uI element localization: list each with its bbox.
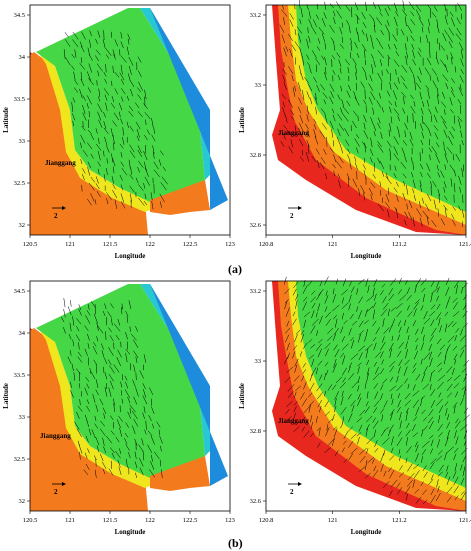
panel-b-left: Jianggang 2 120.5 121 121.5 122 122.5 123 34.… xyxy=(0,276,235,546)
x-tick-label: 121 xyxy=(328,241,338,248)
y-axis-label: Latitude xyxy=(238,383,246,409)
x-tick-labels: 120.8 121 121.2 121.4 xyxy=(259,511,471,524)
panel-b-right: Jianggang 2 120.8 121 121.2 121.4 33.2 33 32.… xyxy=(236,276,471,546)
x-tick-label: 121 xyxy=(65,517,75,524)
y-axis-label: Latitude xyxy=(238,107,246,133)
y-tick-label: 33.5 xyxy=(14,372,25,379)
x-tick-label: 121 xyxy=(65,241,75,248)
y-tick-label: 33.5 xyxy=(14,96,25,103)
x-tick-label: 121.2 xyxy=(392,517,407,524)
panel-a-left: Jianggang 2 120.5 121 121.5 122 122.5 123 34.… xyxy=(0,0,235,270)
y-tick-label: 33 xyxy=(255,82,262,89)
place-label-jianggang: Jianggang xyxy=(45,159,76,167)
x-tick-label: 123 xyxy=(225,517,235,524)
x-tick-label: 121.4 xyxy=(459,241,471,248)
x-tick-label: 121.2 xyxy=(392,241,407,248)
place-label-jianggang: Jianggang xyxy=(40,432,71,440)
y-tick-label: 32.6 xyxy=(250,222,262,229)
y-tick-label: 32.8 xyxy=(250,152,261,159)
x-tick-label: 122.5 xyxy=(183,241,198,248)
place-label-jianggang: Jianggang xyxy=(278,129,309,137)
caption-a: (a) xyxy=(228,262,242,277)
caption-b: (b) xyxy=(228,536,243,551)
y-tick-labels: 34.5 34 33.5 33 32.5 32 xyxy=(14,12,30,229)
x-tick-label: 121.4 xyxy=(459,517,471,524)
y-tick-label: 33.2 xyxy=(250,12,261,19)
x-tick-label: 120.8 xyxy=(259,517,274,524)
x-tick-label: 121.5 xyxy=(103,517,118,524)
y-axis-label: Latitude xyxy=(2,107,10,133)
x-tick-label: 120.5 xyxy=(23,241,38,248)
y-tick-label: 32.8 xyxy=(250,428,261,435)
y-tick-label: 34 xyxy=(19,54,26,61)
y-axis-label: Latitude xyxy=(2,383,10,409)
y-tick-label: 33 xyxy=(19,138,26,145)
y-tick-label: 33.2 xyxy=(250,288,261,295)
x-axis-label: Longitude xyxy=(115,528,146,536)
scale-label: 2 xyxy=(54,488,58,496)
y-tick-labels: 34.5 34 33.5 33 32.5 32 xyxy=(14,288,30,505)
x-tick-labels: 120.5 121 121.5 122 122.5 123 xyxy=(23,235,235,248)
scale-label: 2 xyxy=(54,212,58,220)
x-tick-labels: 120.8 121 121.2 121.4 xyxy=(259,235,471,248)
panel-a-right-svg: Jianggang 2 120.8 121 121.2 121.4 33.2 33 32.… xyxy=(236,0,471,270)
y-tick-label: 33 xyxy=(19,414,26,421)
x-tick-label: 122.5 xyxy=(183,517,198,524)
x-axis-label: Longitude xyxy=(115,252,146,260)
y-tick-labels: 33.2 33 32.8 32.6 xyxy=(250,288,266,505)
y-tick-label: 32 xyxy=(19,222,26,229)
x-tick-label: 120.5 xyxy=(23,517,38,524)
panel-a-left-svg: Jianggang 2 120.5 121 121.5 122 122.5 123 34.… xyxy=(0,0,235,270)
y-tick-label: 32.5 xyxy=(14,180,25,187)
place-label-jianggang: Jianggang xyxy=(278,417,309,425)
y-tick-label: 34.5 xyxy=(14,288,25,295)
y-tick-label: 32 xyxy=(19,498,26,505)
y-tick-label: 32.5 xyxy=(14,456,25,463)
x-tick-label: 123 xyxy=(225,241,235,248)
map-b-left xyxy=(30,281,230,511)
panel-b-left-svg: Jianggang 2 120.5 121 121.5 122 122.5 123 34.… xyxy=(0,276,235,546)
x-tick-label: 122 xyxy=(145,241,155,248)
y-tick-label: 34.5 xyxy=(14,12,25,19)
x-axis-label: Longitude xyxy=(351,528,382,536)
x-tick-label: 121 xyxy=(328,517,338,524)
scale-label: 2 xyxy=(290,212,294,220)
y-tick-labels: 33.2 33 32.8 32.6 xyxy=(250,12,266,229)
x-tick-label: 121.5 xyxy=(103,241,118,248)
panel-a-right: Jianggang 2 120.8 121 121.2 121.4 33.2 33 32.… xyxy=(236,0,471,270)
x-tick-label: 120.8 xyxy=(259,241,274,248)
y-tick-label: 34 xyxy=(19,330,26,337)
x-tick-labels: 120.5 121 121.5 122 122.5 123 xyxy=(23,511,235,524)
x-tick-label: 122 xyxy=(145,517,155,524)
y-tick-label: 33 xyxy=(255,358,262,365)
map-b-right xyxy=(266,281,466,511)
x-axis-label: Longitude xyxy=(351,252,382,260)
y-tick-label: 32.6 xyxy=(250,498,262,505)
scale-label: 2 xyxy=(290,488,294,496)
panel-b-right-svg: Jianggang 2 120.8 121 121.2 121.4 33.2 33 32.… xyxy=(236,276,471,546)
